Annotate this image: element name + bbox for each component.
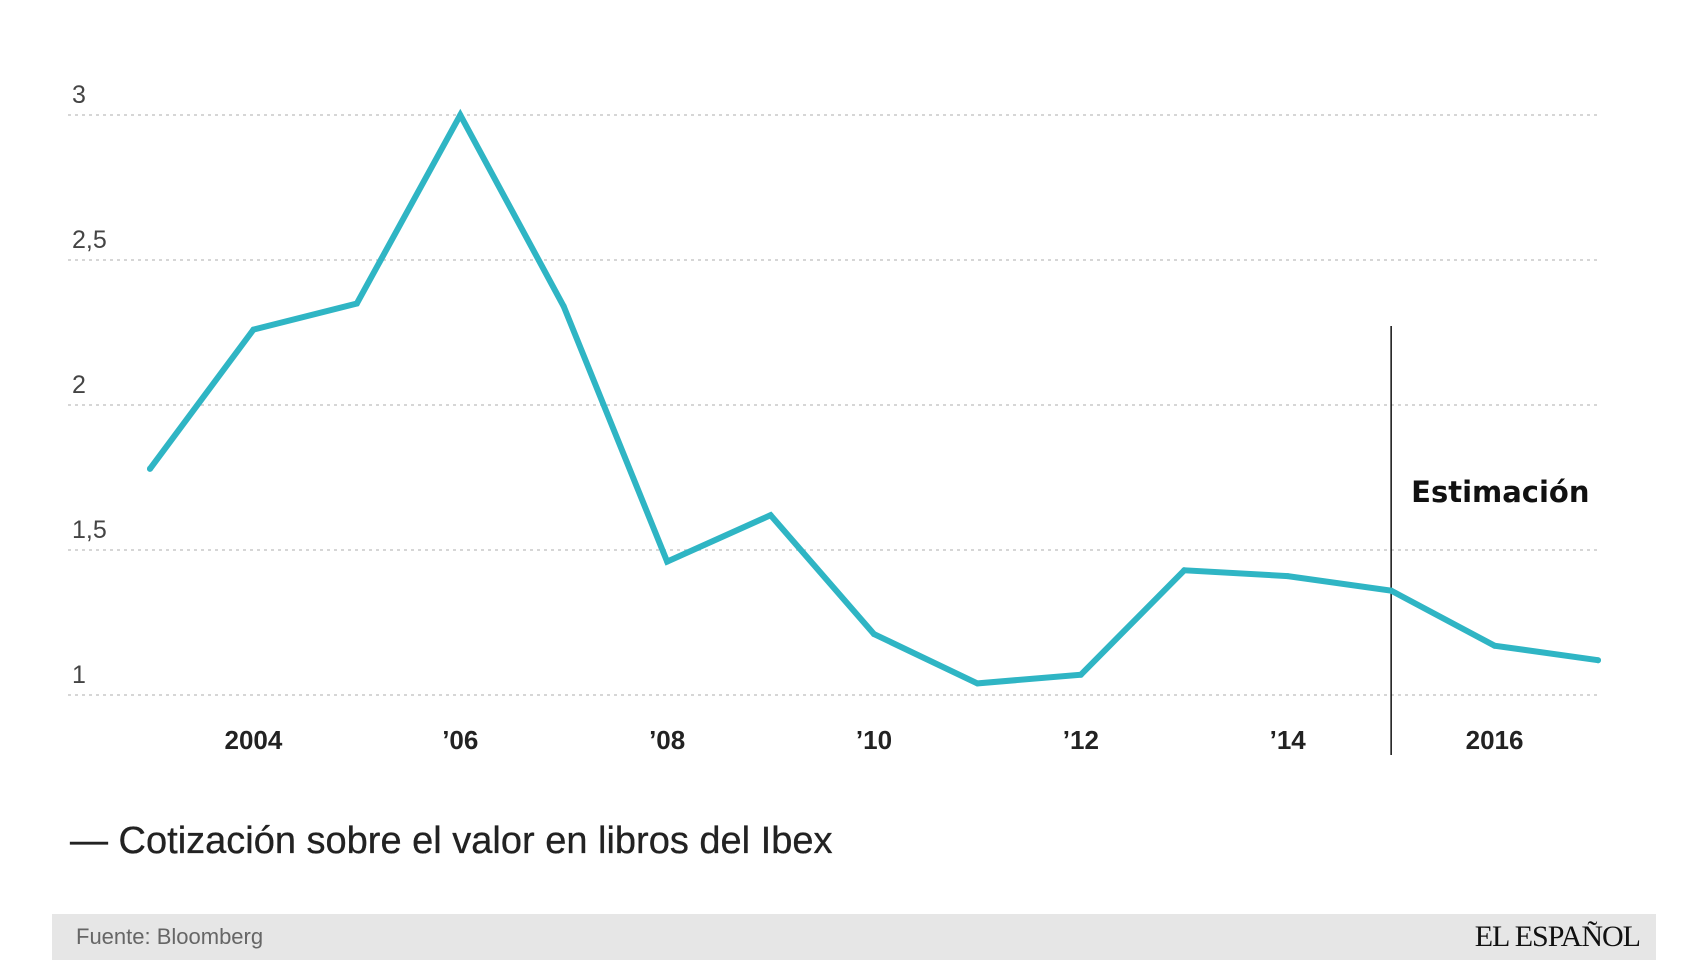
- x-axis: 2004 ’06 ’08 ’10 ’12 ’14 2016: [225, 725, 1524, 755]
- footer-bar: Fuente: Bloomberg EL ESPAÑOL: [52, 914, 1656, 960]
- data-point-2003: [147, 465, 153, 472]
- estimation-annotation: Estimación: [1390, 326, 1590, 755]
- x-tick-label-2: ’08: [649, 725, 685, 755]
- data-point-2015: [1388, 587, 1395, 594]
- data-point-2006: [457, 112, 464, 118]
- series-group: [147, 108, 1601, 687]
- data-point-2014: [1284, 573, 1291, 580]
- x-tick-label-3: ’10: [856, 725, 892, 755]
- source-text: Fuente: Bloomberg: [76, 924, 264, 949]
- x-tick-label-5: ’14: [1270, 725, 1307, 755]
- y-tick-label-3: 1,5: [72, 516, 107, 544]
- data-point-2008: [664, 558, 671, 565]
- y-tick-label-4: 1: [72, 661, 86, 689]
- y-tick-label-1: 2,5: [72, 226, 107, 254]
- data-point-2011: [974, 680, 981, 687]
- data-point-2004: [250, 326, 257, 333]
- data-point-2017: [1595, 657, 1601, 664]
- x-tick-label-4: ’12: [1063, 725, 1099, 755]
- data-point-2012: [1077, 671, 1084, 678]
- estimation-label: Estimación: [1411, 475, 1589, 509]
- line-chart: 3 2,5 2 1,5 1 2004 ’06 ’08 ’10 ’12 ’14 2016 Estima…: [68, 81, 1601, 755]
- brand-logo: EL ESPAÑOL: [1474, 920, 1641, 953]
- y-tick-label-0: 3: [72, 81, 86, 109]
- data-point-2010: [871, 631, 877, 638]
- grid-lines: [68, 114, 1598, 696]
- y-axis: 3 2,5 2 1,5 1: [72, 81, 107, 689]
- data-point-2007: [560, 303, 567, 310]
- data-point-2016: [1491, 642, 1498, 649]
- data-point-2009: [767, 512, 774, 519]
- x-tick-label-0: 2004: [225, 725, 283, 755]
- data-point-2013: [1181, 567, 1188, 574]
- data-point-2005: [353, 300, 360, 307]
- x-tick-label-1: ’06: [442, 725, 478, 755]
- series-line-0: [147, 108, 1601, 687]
- legend-label: — Cotización sobre el valor en libros de…: [70, 820, 833, 862]
- x-tick-label-6: 2016: [1466, 725, 1524, 755]
- y-tick-label-2: 2: [72, 371, 86, 399]
